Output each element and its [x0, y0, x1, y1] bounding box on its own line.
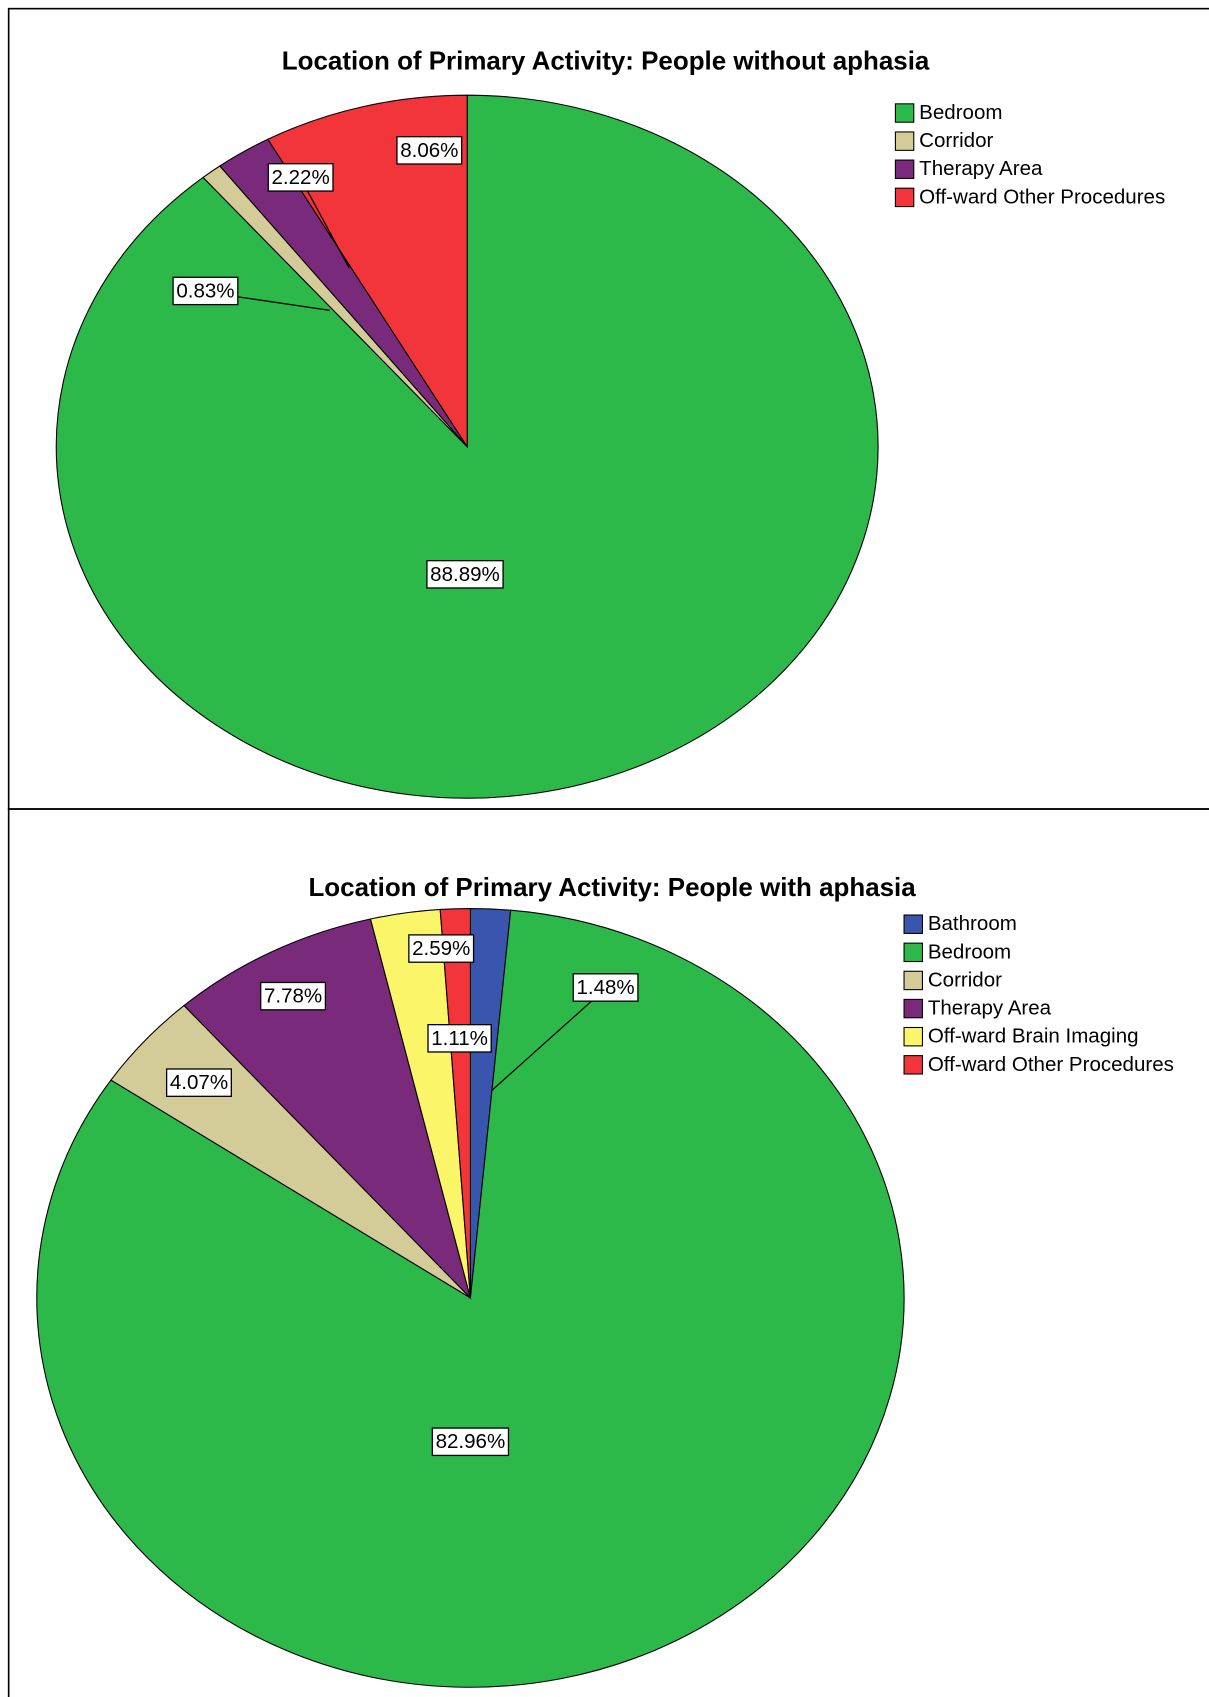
legend-swatch — [894, 187, 915, 208]
legend-swatch — [894, 131, 915, 151]
legend-swatch — [903, 1026, 923, 1047]
legend-swatch — [894, 159, 915, 180]
pie-slice — [439, 907, 471, 1298]
data-label-box — [165, 1068, 232, 1097]
legend-swatch — [903, 942, 923, 963]
data-label-box — [396, 136, 463, 165]
data-label: 0.83% — [176, 279, 234, 302]
leader-line — [491, 988, 607, 1091]
legend-label: Bathroom — [928, 912, 1017, 935]
legend-label: Off-ward Other Procedures — [919, 185, 1165, 208]
legend-label: Off-ward Other Procedures — [928, 1053, 1174, 1076]
data-label: 4.07% — [170, 1071, 228, 1094]
data-label: 1.11% — [431, 1027, 488, 1050]
legend-label: Corridor — [928, 968, 1002, 991]
panel-border — [7, 808, 1209, 1697]
data-label-box — [260, 981, 327, 1011]
data-label: 8.06% — [400, 139, 458, 162]
pie-slice — [36, 909, 905, 1688]
data-label: 82.96% — [436, 1430, 506, 1453]
data-label-box — [426, 560, 504, 589]
data-label-box — [431, 1427, 510, 1457]
leader-line — [300, 178, 350, 269]
data-label: 1.48% — [576, 976, 634, 999]
legend-label: Bedroom — [928, 940, 1011, 963]
legend-label: Corridor — [919, 129, 993, 152]
data-label-box — [427, 1024, 492, 1053]
legend-swatch — [903, 914, 923, 934]
legend-swatch — [894, 103, 915, 123]
data-label: 88.89% — [430, 563, 500, 586]
chart-title: Location of Primary Activity: People wit… — [308, 874, 916, 902]
pie-slice — [183, 918, 472, 1300]
legend-label: Bedroom — [919, 101, 1002, 124]
legend-swatch — [903, 998, 923, 1019]
legend-label: Therapy Area — [928, 997, 1052, 1020]
legend-label: Off-ward Brain Imaging — [928, 1025, 1139, 1048]
data-label: 7.78% — [264, 985, 322, 1008]
data-label-box — [572, 973, 639, 1002]
legend-label: Therapy Area — [919, 157, 1043, 180]
data-label: 2.59% — [412, 937, 470, 960]
data-label: 2.22% — [272, 166, 330, 189]
chart-title: Location of Primary Activity: People wit… — [282, 48, 930, 76]
data-label-box — [267, 163, 334, 192]
legend-swatch — [903, 970, 923, 991]
data-label-box — [172, 276, 239, 306]
legend-swatch — [903, 1055, 923, 1075]
data-label-box — [408, 934, 475, 963]
